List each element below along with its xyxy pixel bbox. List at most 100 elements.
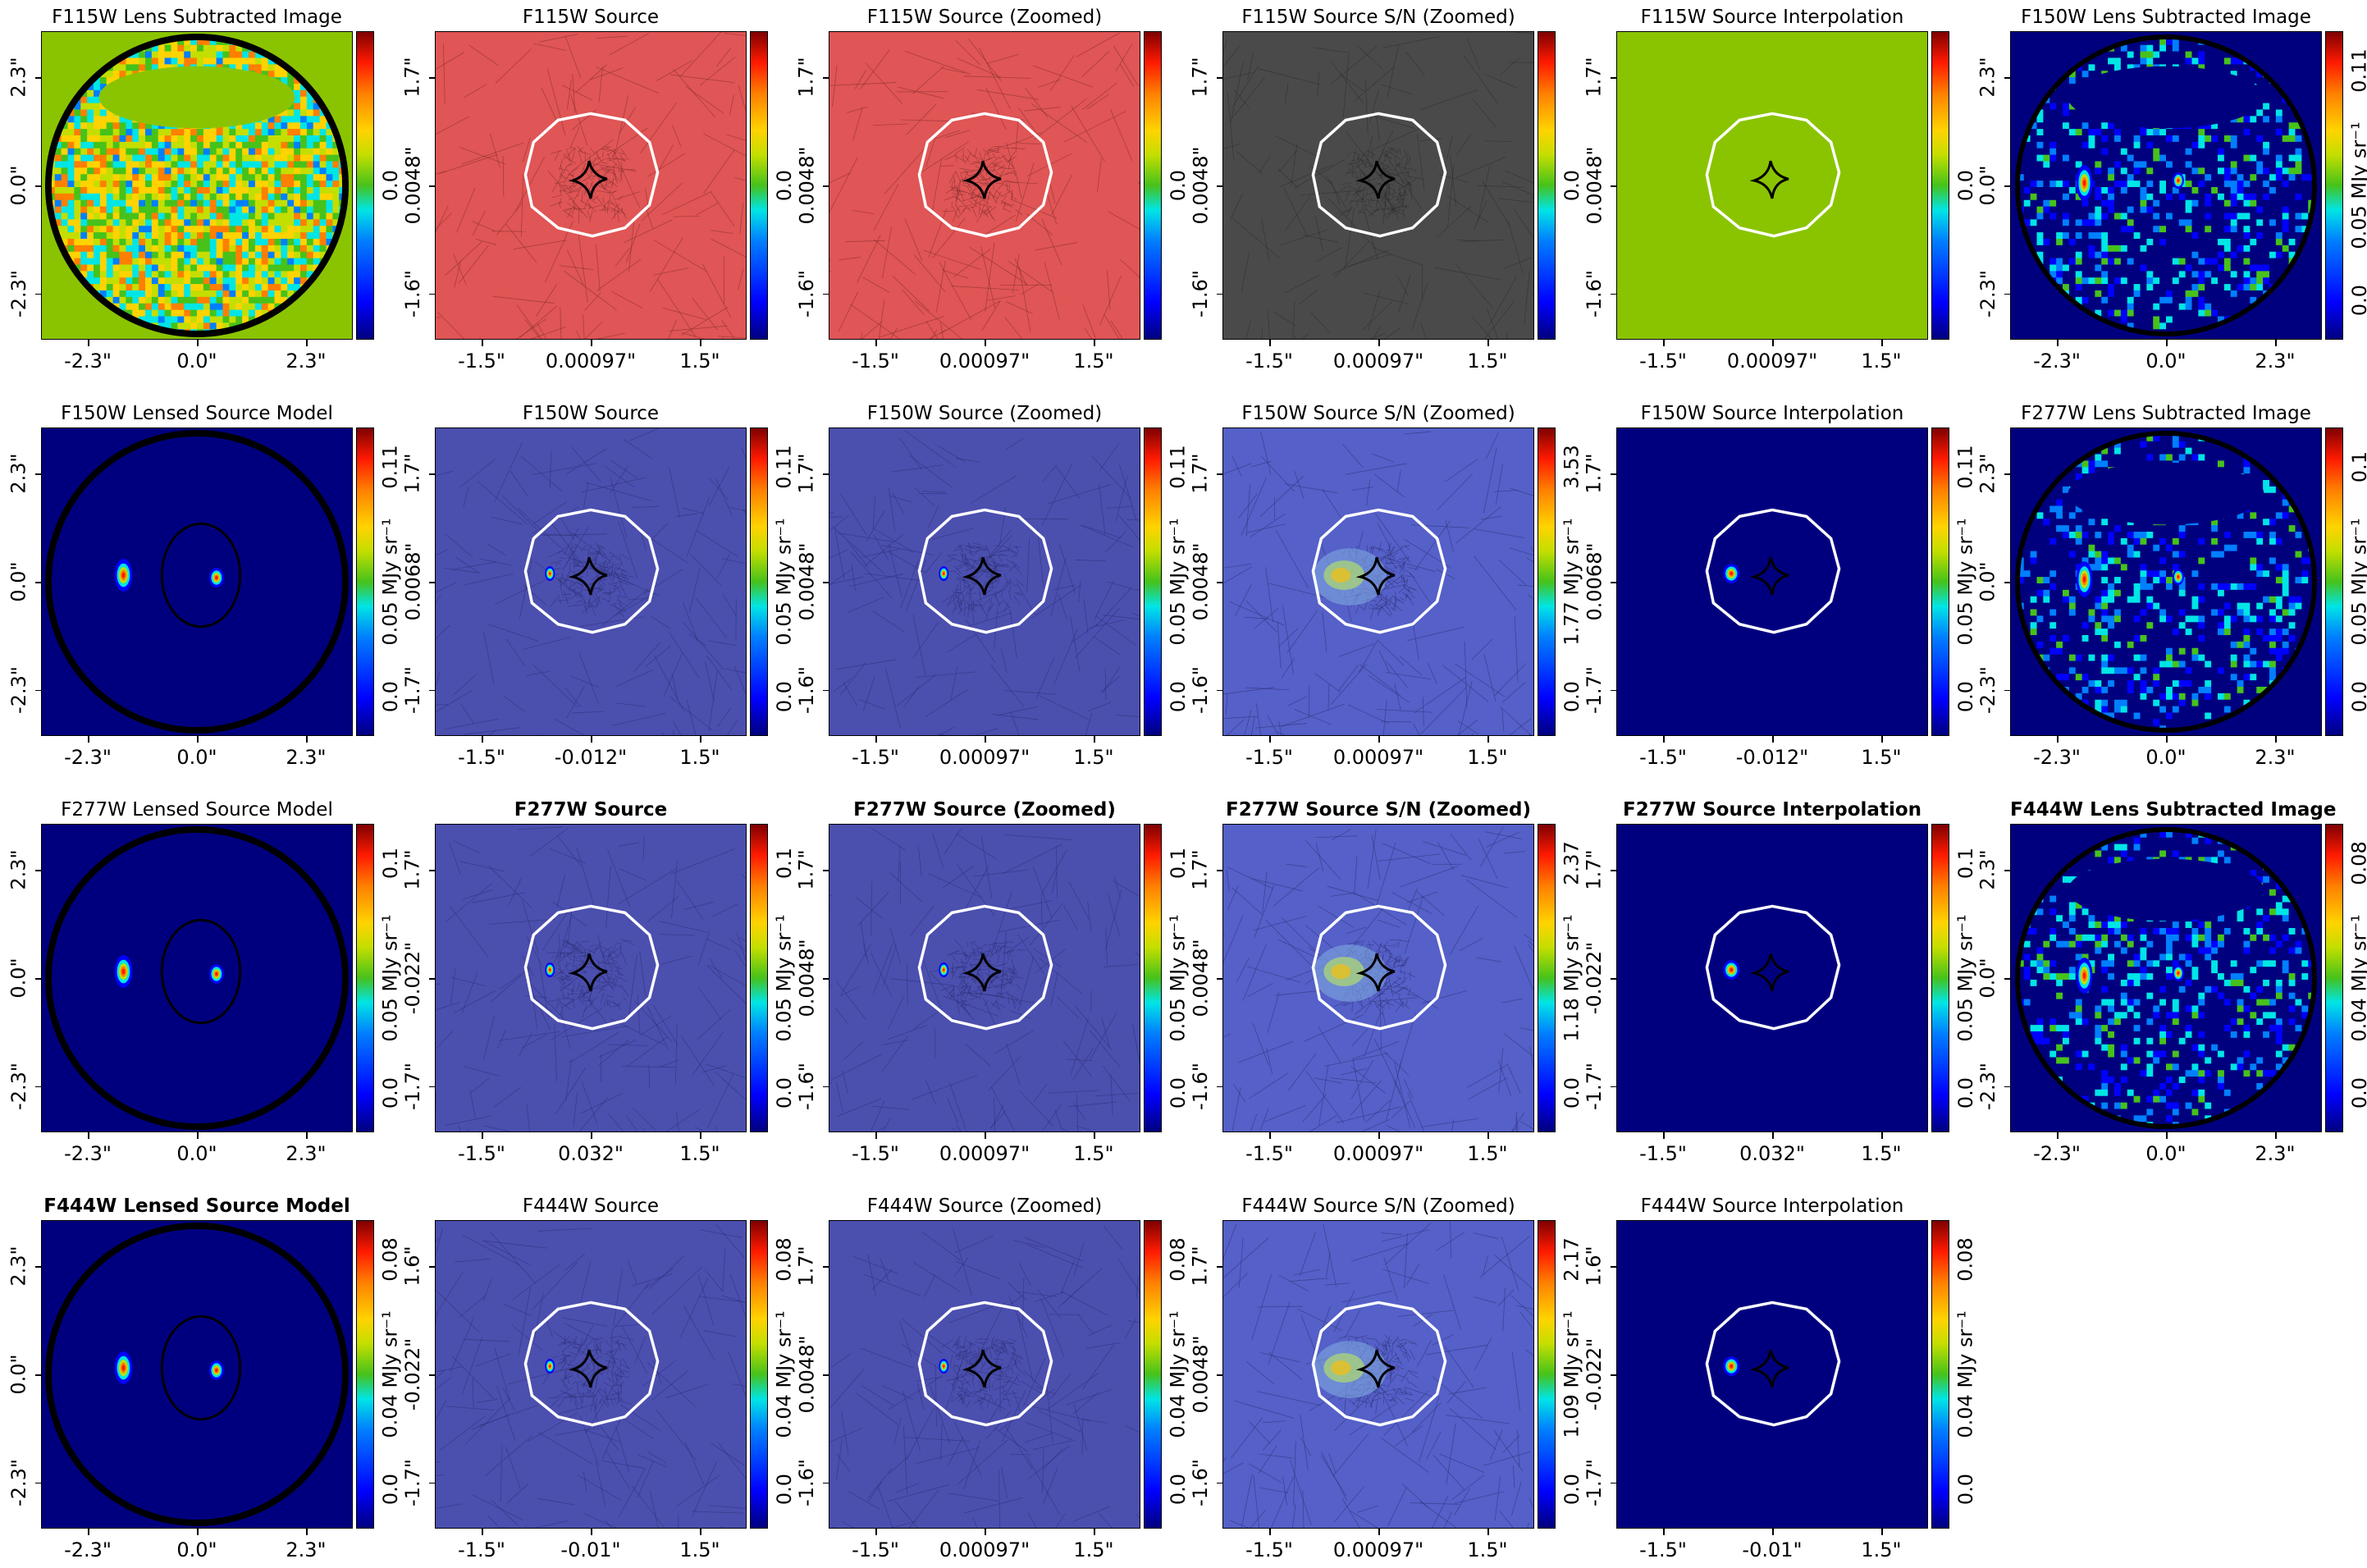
x-tick-label: -2.3" xyxy=(2033,350,2081,373)
y-tick-mark xyxy=(823,294,829,295)
y-tick-mark xyxy=(1611,690,1617,692)
panel-f150w-source: F150W Source-1.5"-0.012"1.5"1.7"0.0068"-… xyxy=(399,398,793,775)
colorbar xyxy=(750,427,768,736)
panel-image xyxy=(1616,1220,1928,1529)
y-tick-mark xyxy=(1217,1374,1223,1376)
colorbar xyxy=(1538,824,1556,1132)
y-tick-mark xyxy=(823,870,829,871)
y-tick-mark xyxy=(2004,294,2011,295)
panel-image xyxy=(2010,31,2322,340)
panel-f444w-lensed-source-model: F444W Lensed Source Model-2.3"0.0"2.3"2.… xyxy=(5,1191,399,1568)
x-tick-label: -1.5" xyxy=(458,350,505,373)
panel-title: F277W Lensed Source Model xyxy=(41,799,353,821)
x-tick-label: 0.0" xyxy=(2145,350,2186,373)
colorbar-label-mid: 0.04 MJy sr⁻¹ xyxy=(2347,929,2367,1027)
panel-title: F444W Source Interpolation xyxy=(1616,1195,1928,1217)
colorbar xyxy=(750,1220,768,1529)
panel-title: F150W Source Interpolation xyxy=(1616,403,1928,424)
y-tick-mark xyxy=(35,690,42,692)
x-tick-label: -2.3" xyxy=(2033,746,2081,769)
y-tick-mark xyxy=(1217,1086,1223,1088)
x-tick-label: 1.5" xyxy=(1467,746,1507,769)
y-tick-mark xyxy=(35,77,42,79)
panel-f277w-lens-subtracted-image: F277W Lens Subtracted Image-2.3"0.0"2.3"… xyxy=(1974,398,2367,775)
panel-title: F444W Lens Subtracted Image xyxy=(2010,799,2322,821)
x-tick-mark xyxy=(2057,1132,2059,1139)
x-tick-mark xyxy=(306,340,308,346)
panel-f150w-source-s-n-zoomed-: F150W Source S/N (Zoomed)-1.5"0.00097"1.… xyxy=(1186,398,1580,775)
panel-f277w-source-zoomed-: F277W Source (Zoomed)-1.5"0.00097"1.5"1.… xyxy=(793,794,1186,1172)
colorbar-label-bot: 0.0 xyxy=(2347,647,2367,746)
x-tick-mark xyxy=(482,736,483,743)
x-tick-label: 1.5" xyxy=(1073,350,1113,373)
x-tick-label: -0.01" xyxy=(1742,1538,1802,1561)
x-tick-label: -1.5" xyxy=(1245,1538,1293,1561)
x-tick-label: -2.3" xyxy=(64,350,112,373)
panel-title: F150W Source S/N (Zoomed) xyxy=(1222,403,1534,424)
y-tick-mark xyxy=(823,1374,829,1376)
x-tick-mark xyxy=(1378,1529,1380,1535)
colorbar xyxy=(1538,31,1556,340)
y-tick-label: -0.022" xyxy=(400,929,425,1027)
y-tick-label: 1.6" xyxy=(1582,1217,1606,1315)
y-tick-label: 0.0048" xyxy=(794,533,819,631)
x-tick-label: 0.0" xyxy=(2145,746,2186,769)
panel-f277w-source-interpolation: F277W Source Interpolation-1.5"0.032"1.5… xyxy=(1580,794,1974,1172)
y-tick-label: 2.3" xyxy=(7,1217,31,1315)
y-tick-mark xyxy=(1611,185,1617,187)
x-tick-mark xyxy=(88,736,89,743)
x-tick-mark xyxy=(1881,1132,1883,1139)
y-tick-mark xyxy=(429,1374,436,1376)
colorbar xyxy=(2325,31,2343,340)
panel-image xyxy=(1616,31,1928,340)
panel-title: F115W Source (Zoomed) xyxy=(829,7,1140,28)
x-tick-mark xyxy=(1094,1132,1095,1139)
x-tick-label: -0.012" xyxy=(1736,746,1808,769)
y-tick-label: 1.7" xyxy=(400,28,425,126)
x-tick-mark xyxy=(197,340,199,346)
x-tick-label: 0.00097" xyxy=(1333,1142,1423,1165)
x-tick-mark xyxy=(306,736,308,743)
x-tick-mark xyxy=(2275,340,2277,346)
x-tick-label: 1.5" xyxy=(679,746,720,769)
y-tick-mark xyxy=(35,1266,42,1268)
y-tick-label: 1.6" xyxy=(400,1217,425,1315)
colorbar xyxy=(356,31,374,340)
y-tick-label: -1.6" xyxy=(794,1037,819,1136)
y-tick-label: -1.6" xyxy=(794,641,819,739)
colorbar-label-top: 0.1 xyxy=(2347,418,2367,516)
x-tick-label: 1.5" xyxy=(1861,1538,1901,1561)
x-tick-mark xyxy=(591,1132,592,1139)
y-tick-label: -2.3" xyxy=(1976,641,2000,739)
y-tick-mark xyxy=(35,978,42,980)
x-tick-label: 2.3" xyxy=(286,350,326,373)
panel-image xyxy=(41,1220,353,1529)
x-tick-label: 0.0" xyxy=(176,1142,217,1165)
x-tick-mark xyxy=(591,1529,592,1535)
x-tick-mark xyxy=(1094,1529,1095,1535)
x-tick-mark xyxy=(1881,340,1883,346)
x-tick-label: -1.5" xyxy=(1639,350,1687,373)
x-tick-mark xyxy=(591,340,592,346)
x-tick-label: 0.00097" xyxy=(939,746,1030,769)
y-tick-mark xyxy=(1217,582,1223,583)
x-tick-mark xyxy=(306,1132,308,1139)
y-tick-label: 0.0048" xyxy=(1188,929,1213,1027)
y-tick-mark xyxy=(823,1266,829,1268)
x-tick-mark xyxy=(875,340,877,346)
y-tick-mark xyxy=(1217,185,1223,187)
y-tick-mark xyxy=(823,1483,829,1484)
y-tick-mark xyxy=(2004,870,2011,871)
x-tick-label: 1.5" xyxy=(1467,1142,1507,1165)
x-tick-mark xyxy=(482,1132,483,1139)
y-tick-mark xyxy=(1217,294,1223,295)
colorbar xyxy=(1931,1220,1949,1529)
y-tick-label: 2.3" xyxy=(1976,28,2000,126)
colorbar-label-top: 0.08 xyxy=(1953,1210,1978,1309)
y-tick-label: 1.7" xyxy=(1582,821,1606,919)
panel-image xyxy=(41,427,353,736)
panel-image xyxy=(2010,427,2322,736)
colorbar xyxy=(356,824,374,1132)
x-tick-label: 1.5" xyxy=(679,350,720,373)
panel-title: F150W Source (Zoomed) xyxy=(829,403,1140,424)
